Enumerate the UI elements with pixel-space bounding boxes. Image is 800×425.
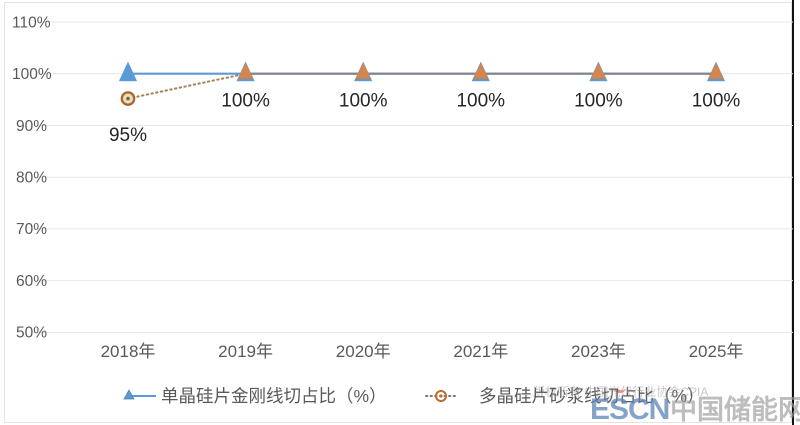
svg-text:2020年: 2020年	[336, 342, 391, 361]
svg-text:2023年: 2023年	[571, 342, 626, 361]
svg-text:80%: 80%	[16, 170, 47, 187]
svg-text:110%: 110%	[12, 15, 51, 32]
svg-text:100%: 100%	[339, 91, 388, 112]
svg-text:中国储能网: 中国储能网	[670, 394, 800, 425]
svg-text:100%: 100%	[574, 91, 623, 112]
svg-text:60%: 60%	[16, 273, 47, 290]
svg-text:50%: 50%	[16, 325, 47, 342]
svg-text:100%: 100%	[12, 66, 52, 83]
svg-text:2019年: 2019年	[218, 342, 273, 361]
svg-text:2018年: 2018年	[101, 342, 156, 361]
svg-text:单晶硅片金刚线切占比（%）: 单晶硅片金刚线切占比（%）	[161, 386, 387, 406]
svg-text:70%: 70%	[16, 221, 47, 238]
svg-text:100%: 100%	[692, 91, 741, 112]
svg-text:2021年: 2021年	[453, 342, 508, 361]
svg-text:95%: 95%	[109, 125, 147, 146]
svg-text:100%: 100%	[456, 91, 505, 112]
svg-text:90%: 90%	[16, 118, 47, 135]
svg-text:ESCN: ESCN	[590, 393, 669, 425]
svg-text:2025年: 2025年	[689, 342, 744, 361]
svg-text:100%: 100%	[221, 91, 270, 112]
